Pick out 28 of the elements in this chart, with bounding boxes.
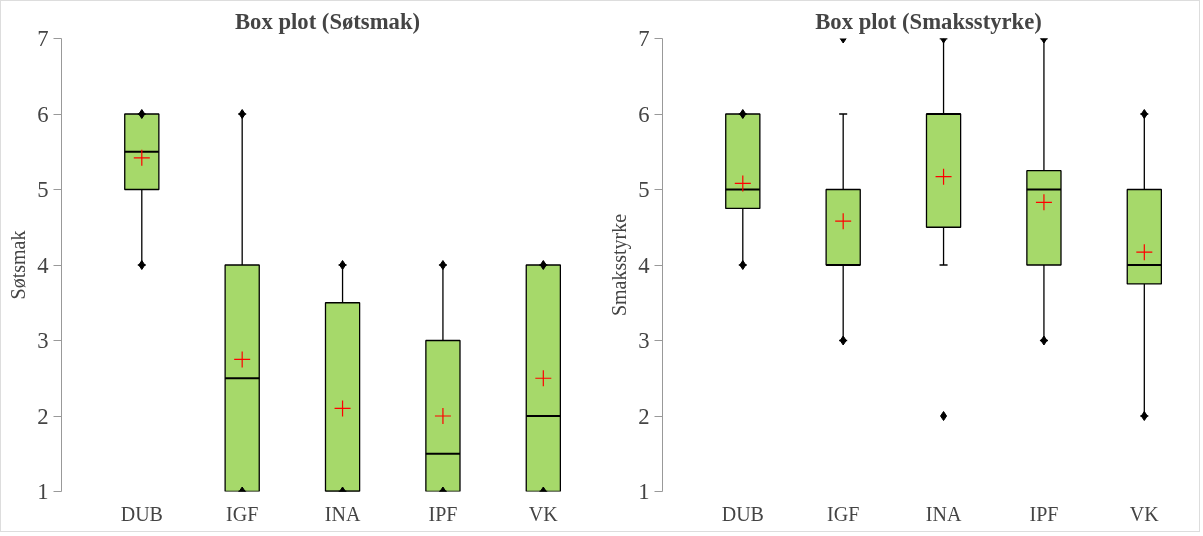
x-tick-label: VK xyxy=(528,502,559,525)
y-axis-title: Smaksstyrke xyxy=(608,213,632,317)
x-tick-label: IPF xyxy=(428,502,458,525)
x-tick-label: IGF xyxy=(226,502,259,525)
y-axis-title: Søtsmak xyxy=(7,230,30,300)
y-tick-label: 4 xyxy=(638,252,650,278)
chart-title: Box plot (Smaksstyrke) xyxy=(815,8,1042,34)
x-tick-label: INA xyxy=(925,502,962,525)
x-tick-label: INA xyxy=(324,502,361,525)
x-tick-label: DUB xyxy=(721,502,764,525)
y-tick-label: 2 xyxy=(37,403,49,429)
y-tick-label: 1 xyxy=(37,479,49,504)
x-tick-label: IGF xyxy=(827,502,860,525)
y-tick-label: 7 xyxy=(37,26,49,51)
x-tick-label: DUB xyxy=(120,502,163,525)
y-tick-label: 1 xyxy=(638,479,650,504)
x-tick-label: VK xyxy=(1129,502,1160,525)
y-tick-label: 6 xyxy=(638,101,650,127)
y-tick-label: 6 xyxy=(37,101,49,127)
y-tick-label: 2 xyxy=(638,403,650,429)
y-tick-label: 3 xyxy=(638,328,650,353)
y-tick-label: 5 xyxy=(37,177,49,202)
y-tick-label: 4 xyxy=(37,252,49,278)
y-tick-label: 5 xyxy=(638,177,650,202)
y-tick-label: 7 xyxy=(638,26,650,51)
y-tick-label: 3 xyxy=(37,328,49,353)
x-tick-label: IPF xyxy=(1029,502,1059,525)
chart-title: Box plot (Søtsmak) xyxy=(234,8,421,34)
